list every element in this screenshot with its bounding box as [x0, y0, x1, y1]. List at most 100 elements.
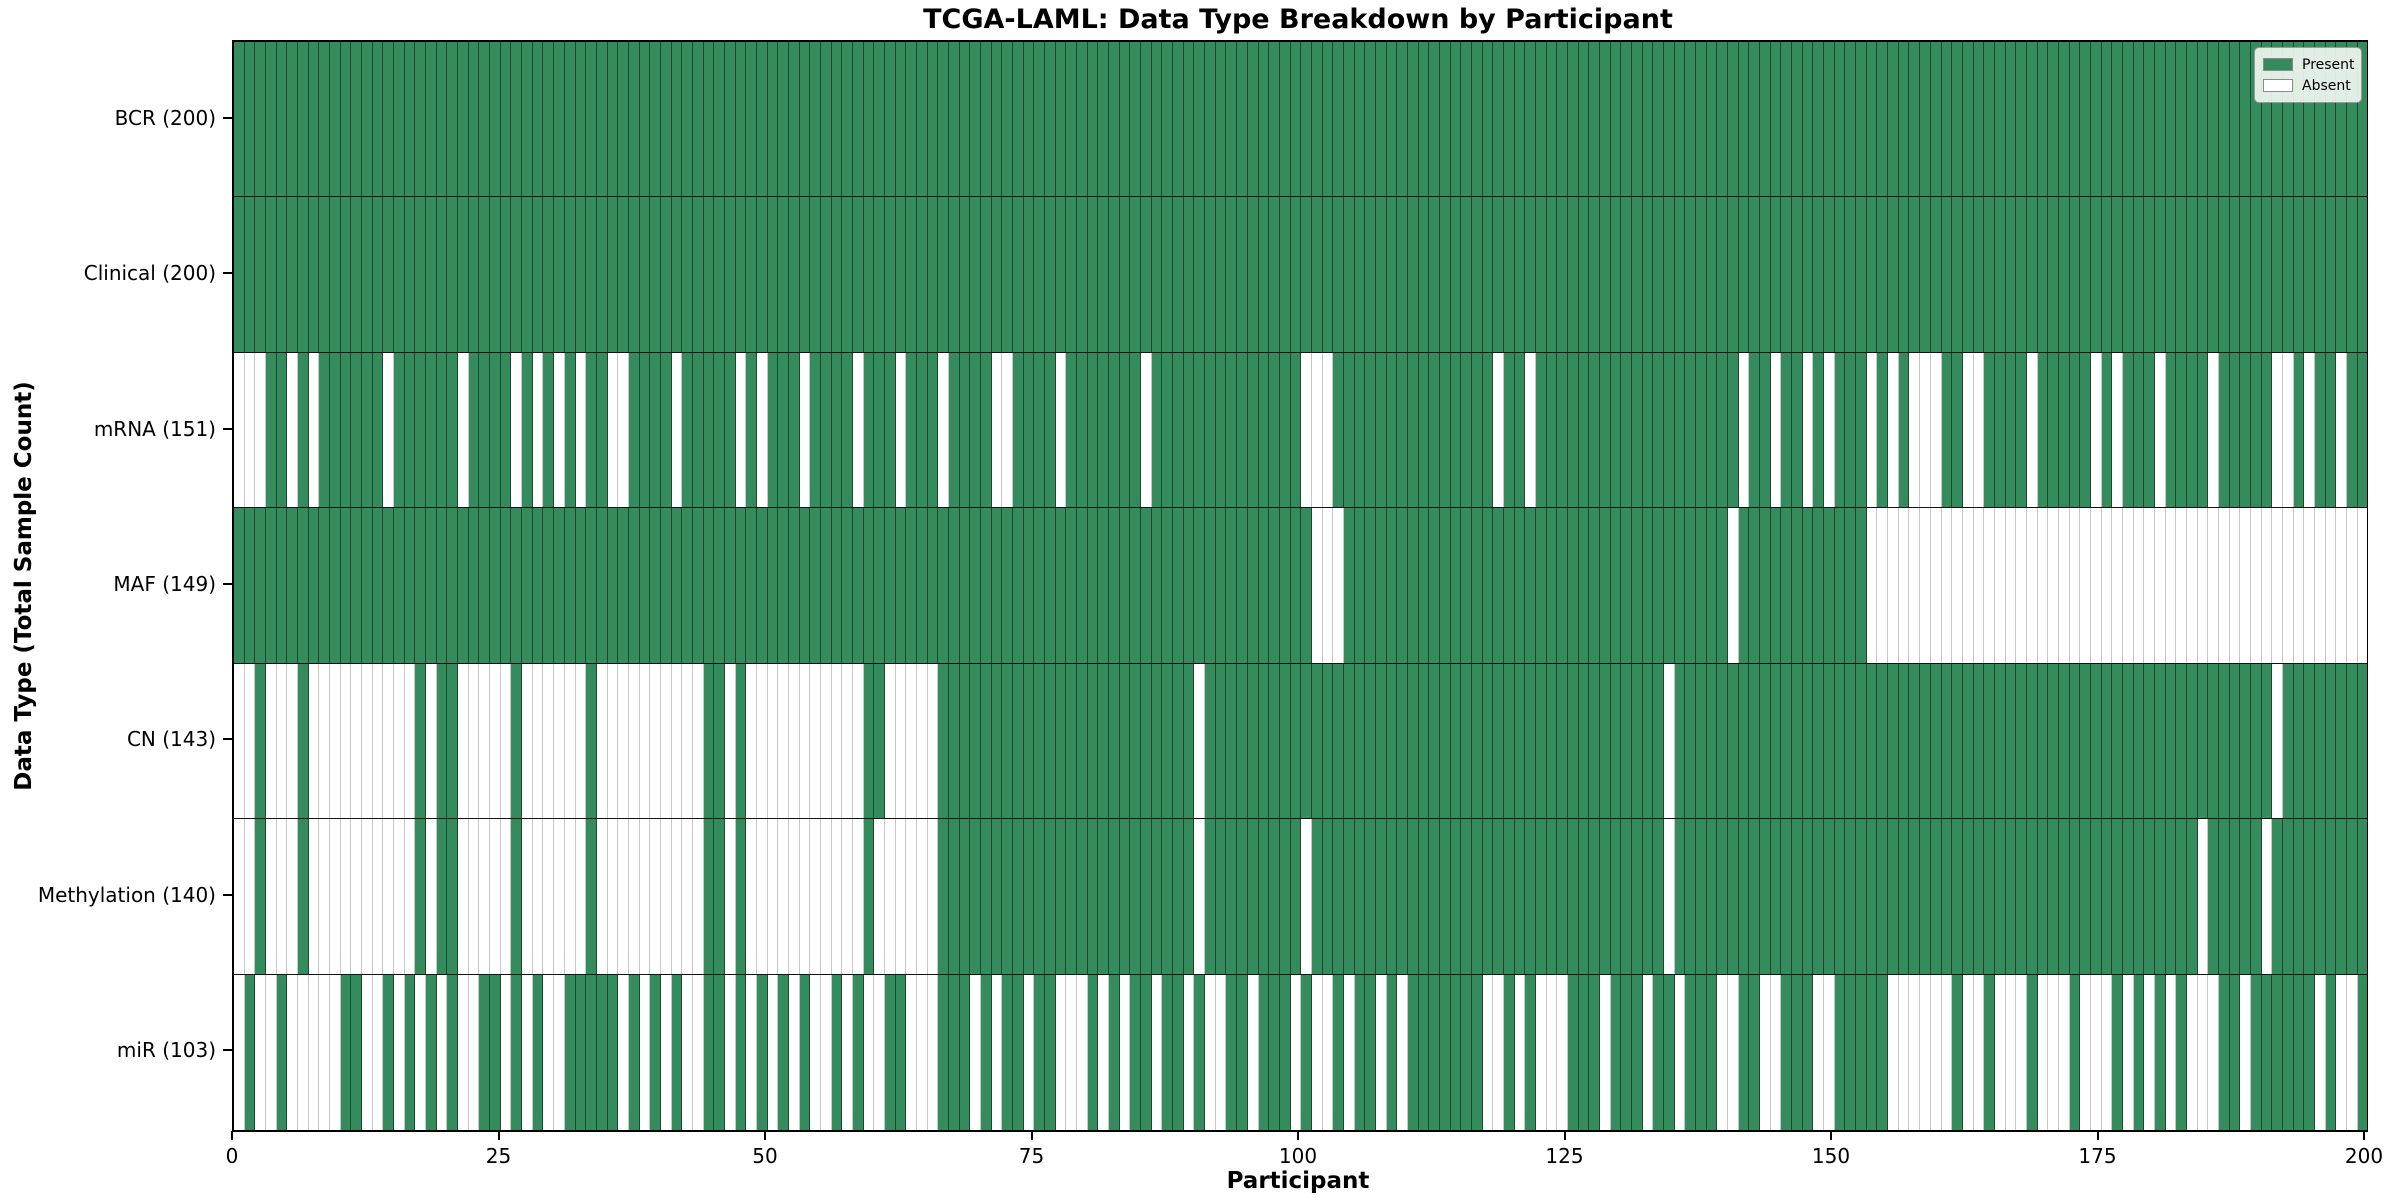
grid-cell: [1013, 974, 1024, 1130]
grid-cell: [1621, 663, 1633, 819]
grid-cell: [2048, 42, 2059, 197]
grid-cell: [703, 42, 715, 197]
grid-cell: [959, 352, 971, 508]
grid-cell: [479, 508, 491, 663]
grid-cell: [2347, 974, 2358, 1130]
y-tick-mark: [223, 583, 232, 585]
grid-cell: [1087, 508, 1099, 663]
grid-cell: [1034, 819, 1046, 974]
grid-cell: [1066, 197, 1078, 352]
grid-cell: [532, 42, 544, 197]
grid-cell: [2154, 197, 2166, 352]
grid-cell: [842, 197, 853, 352]
grid-cell: [2197, 508, 2209, 663]
grid-cell: [1674, 197, 1686, 352]
grid-cell: [1301, 663, 1312, 819]
grid-cell: [810, 974, 821, 1130]
grid-cell: [383, 508, 395, 663]
grid-cell: [1845, 352, 1857, 508]
grid-cell: [863, 819, 875, 974]
grid-cell: [756, 42, 768, 197]
grid-cell: [1141, 974, 1152, 1130]
grid-cell: [2058, 819, 2070, 974]
grid-cell: [1183, 352, 1195, 508]
x-tick-label: 125: [1545, 1144, 1584, 1168]
grid-cell: [1162, 974, 1174, 1130]
grid-cell: [436, 352, 448, 508]
grid-cell: [1141, 508, 1152, 663]
grid-cell: [1738, 42, 1750, 197]
grid-cell: [1792, 352, 1803, 508]
grid-cell: [767, 352, 779, 508]
grid-cell: [1514, 42, 1526, 197]
grid-cell: [2218, 974, 2230, 1130]
grid-cell: [394, 508, 405, 663]
grid-cell: [1610, 508, 1622, 663]
grid-cell: [1589, 508, 1600, 663]
grid-cell: [1365, 197, 1376, 352]
grid-cell: [2293, 42, 2305, 197]
grid-cell: [532, 352, 544, 508]
grid-cell: [1760, 508, 1771, 663]
grid-cell: [2315, 974, 2326, 1130]
grid-cell: [1023, 197, 1035, 352]
grid-cell: [2122, 974, 2134, 1130]
grid-cell: [991, 352, 1003, 508]
grid-cell: [1557, 197, 1568, 352]
grid-cell: [1674, 42, 1686, 197]
grid-cell: [554, 352, 565, 508]
grid-cell: [2101, 663, 2113, 819]
grid-cell: [1130, 819, 1142, 974]
grid-cell: [2325, 819, 2337, 974]
grid-cell: [1973, 197, 1985, 352]
grid-cell: [1941, 974, 1953, 1130]
grid-cell: [1856, 352, 1867, 508]
grid-cell: [234, 663, 245, 819]
grid-cell: [1002, 352, 1014, 508]
grid-cell: [1237, 819, 1248, 974]
grid-cell: [1567, 352, 1579, 508]
grid-cell: [1909, 197, 1921, 352]
grid-cell: [724, 819, 736, 974]
grid-cell: [308, 663, 320, 819]
grid-cell: [1450, 352, 1462, 508]
grid-cell: [671, 663, 683, 819]
grid-cell: [1215, 508, 1227, 663]
grid-cell: [2016, 42, 2027, 197]
grid-cell: [1109, 508, 1120, 663]
grid-cell: [1375, 974, 1387, 1130]
grid-cell: [970, 819, 982, 974]
grid-cell: [1343, 508, 1355, 663]
grid-cell: [1066, 352, 1078, 508]
grid-cell: [1770, 352, 1782, 508]
grid-cell: [1749, 197, 1761, 352]
grid-cell: [1322, 819, 1334, 974]
grid-cell: [2197, 42, 2209, 197]
grid-cell: [917, 352, 928, 508]
grid-cell: [2005, 974, 2017, 1130]
grid-cell: [1898, 819, 1910, 974]
grid-cell: [1386, 42, 1398, 197]
grid-cell: [1952, 197, 1963, 352]
grid-cell: [1984, 352, 1995, 508]
grid-cell: [340, 197, 352, 352]
grid-cell: [1130, 974, 1142, 1130]
grid-cell: [1621, 819, 1633, 974]
grid-cell: [1962, 197, 1974, 352]
grid-cell: [639, 663, 651, 819]
grid-cell: [287, 974, 299, 1130]
grid-cell: [1941, 42, 1953, 197]
grid-cell: [1781, 508, 1793, 663]
grid-cell: [1802, 819, 1814, 974]
grid-cell: [2315, 352, 2326, 508]
grid-cell: [927, 197, 939, 352]
grid-cell: [1760, 42, 1771, 197]
y-tick-mark: [223, 116, 232, 119]
grid-cell: [2250, 352, 2262, 508]
grid-cell: [511, 508, 523, 663]
grid-cell: [1962, 352, 1974, 508]
chart-title: TCGA-LAML: Data Type Breakdown by Partic…: [923, 4, 1673, 35]
grid-cell: [1642, 42, 1654, 197]
grid-cell: [917, 819, 928, 974]
grid-cell: [458, 352, 469, 508]
